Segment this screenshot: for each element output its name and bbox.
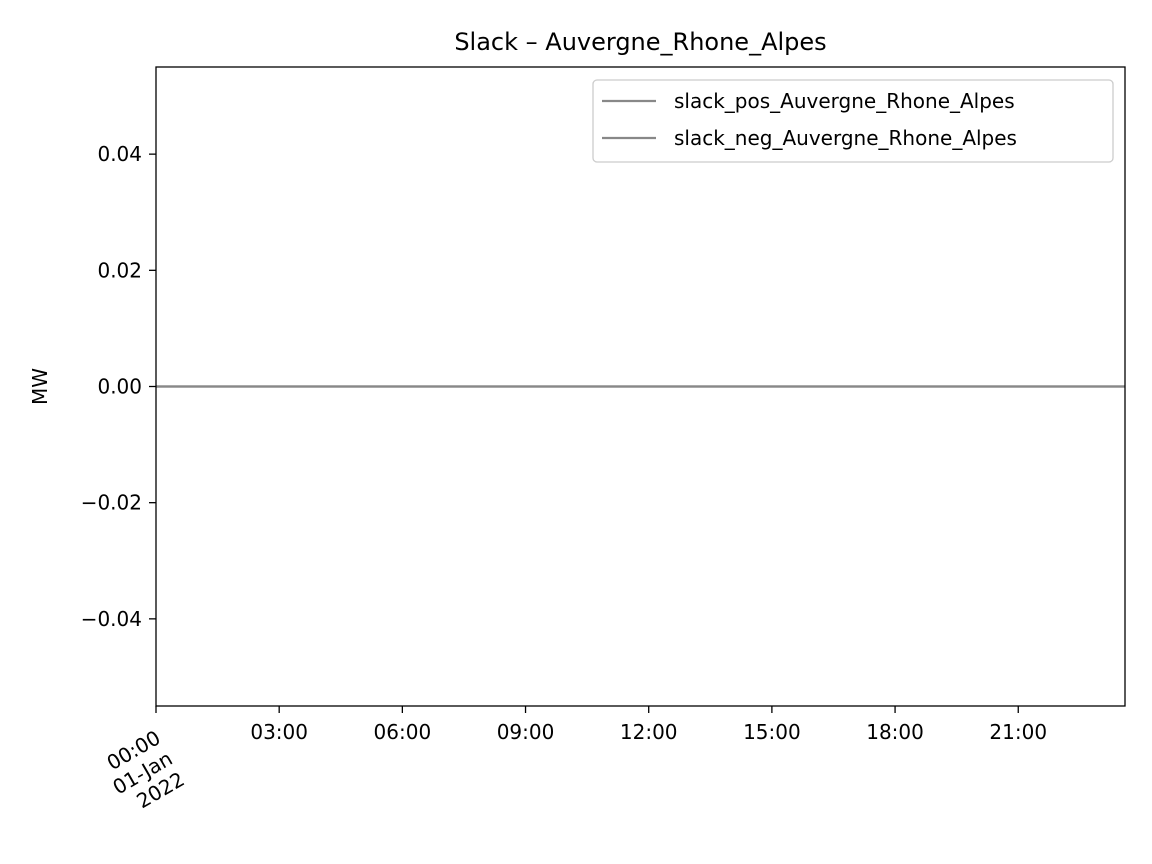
x-tick-label: 15:00 xyxy=(743,720,801,744)
chart-title: Slack – Auvergne_Rhone_Alpes xyxy=(454,28,826,56)
y-tick-label: −0.04 xyxy=(81,607,142,631)
x-tick-label: 21:00 xyxy=(989,720,1047,744)
x-tick-label: 18:00 xyxy=(866,720,924,744)
y-tick-label: 0.00 xyxy=(97,375,142,399)
x-tick-label: 09:00 xyxy=(497,720,555,744)
x-tick-label: 12:00 xyxy=(620,720,678,744)
legend[interactable]: slack_pos_Auvergne_Rhone_Alpes slack_neg_… xyxy=(592,79,1114,163)
y-tick-label: 0.04 xyxy=(97,142,142,166)
y-tick-label: 0.02 xyxy=(97,258,142,282)
y-axis-label: MW xyxy=(28,368,52,405)
legend-label: slack_pos_Auvergne_Rhone_Alpes xyxy=(674,89,1015,113)
y-axis: 0.04 0.02 0.00 −0.02 −0.04 xyxy=(81,142,156,631)
legend-label: slack_neg_Auvergne_Rhone_Alpes xyxy=(674,126,1017,150)
x-tick-label: 03:00 xyxy=(250,720,308,744)
legend-box xyxy=(592,79,1114,163)
x-tick-label: 06:00 xyxy=(374,720,432,744)
y-tick-label: −0.02 xyxy=(81,491,142,515)
